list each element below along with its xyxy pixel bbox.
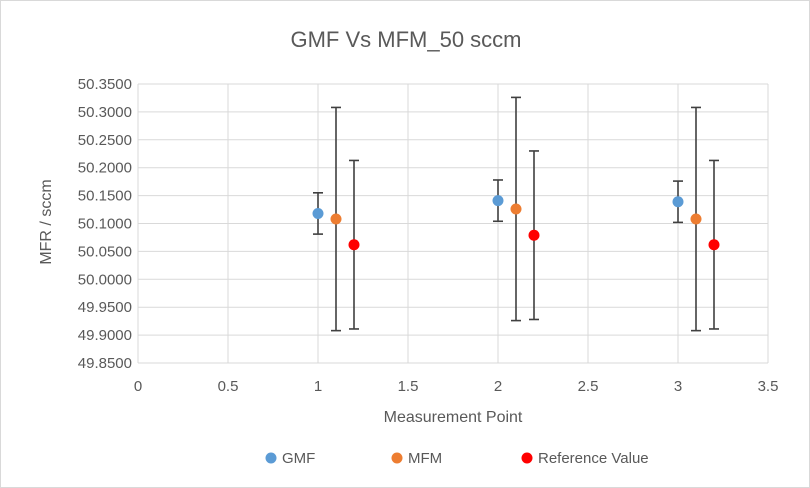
x-tick-label: 2: [494, 378, 502, 395]
data-point: [312, 207, 324, 219]
x-tick-label: 0.5: [218, 378, 239, 395]
data-point: [672, 196, 684, 208]
y-tick-label: 50.0000: [78, 271, 132, 288]
x-tick-label: 2.5: [578, 378, 599, 395]
x-tick-label: 3: [674, 378, 682, 395]
data-point: [330, 213, 342, 225]
legend-marker: [391, 452, 403, 464]
legend-item: MFM: [391, 450, 442, 467]
data-points: [312, 195, 720, 251]
chart-title: GMF Vs MFM_50 sccm: [290, 27, 521, 52]
y-tick-label: 50.3500: [78, 76, 132, 93]
y-tick-label: 50.1000: [78, 216, 132, 233]
legend-marker: [521, 452, 533, 464]
legend-item: Reference Value: [521, 450, 649, 467]
data-point: [690, 213, 702, 225]
y-tick-label: 50.3000: [78, 104, 132, 121]
gridlines: [137, 83, 769, 364]
x-tick-label: 3.5: [758, 378, 779, 395]
y-tick-labels: 49.8500 49.9000 49.9500 50.0000 50.0500 50.10…: [78, 76, 132, 372]
y-tick-label: 50.2000: [78, 160, 132, 177]
legend-label: MFM: [408, 450, 442, 467]
data-point: [510, 203, 522, 215]
x-axis-title: Measurement Point: [384, 409, 523, 426]
x-tick-label: 1.5: [398, 378, 419, 395]
data-point: [708, 239, 720, 251]
y-tick-label: 49.9500: [78, 299, 132, 316]
x-tick-labels: 0 0.5 1 1.5 2 2.5 3 3.5: [134, 378, 779, 395]
data-point: [492, 195, 504, 207]
y-tick-label: 49.9000: [78, 327, 132, 344]
x-tick-label: 1: [314, 378, 322, 395]
y-axis-title: MFR / sccm: [38, 179, 55, 264]
legend-label: GMF: [282, 450, 315, 467]
legend-item: GMF: [265, 450, 315, 467]
y-tick-label: 49.8500: [78, 355, 132, 372]
legend-label: Reference Value: [538, 450, 649, 467]
data-point: [348, 239, 360, 251]
x-tick-label: 0: [134, 378, 142, 395]
legend: GMF MFM Reference Value: [265, 450, 649, 467]
y-tick-label: 50.1500: [78, 188, 132, 205]
legend-marker: [265, 452, 277, 464]
y-tick-label: 50.2500: [78, 132, 132, 149]
data-point: [528, 229, 540, 241]
y-tick-label: 50.0500: [78, 243, 132, 260]
